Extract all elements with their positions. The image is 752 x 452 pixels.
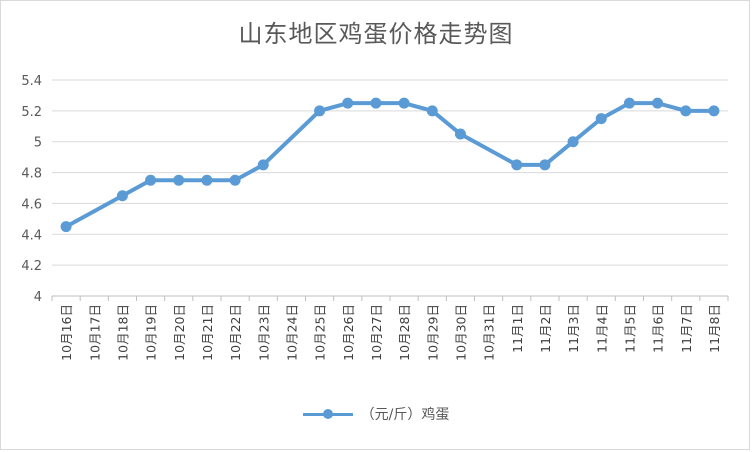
data-point[interactable] (680, 105, 692, 117)
y-tick-label: 5.2 (21, 105, 42, 120)
data-point[interactable] (708, 105, 720, 117)
y-tick-label: 4.2 (21, 259, 42, 274)
x-tick-label: 10月30日 (453, 304, 468, 361)
y-tick-label: 5.4 (21, 74, 42, 89)
data-point[interactable] (201, 174, 213, 186)
x-tick-label: 10月26日 (341, 304, 356, 361)
x-tick-label: 10月31日 (482, 304, 497, 361)
x-tick-label: 11月3日 (566, 304, 581, 353)
data-point[interactable] (60, 221, 72, 233)
data-point[interactable] (595, 113, 607, 125)
data-point[interactable] (116, 190, 128, 202)
data-point[interactable] (257, 159, 269, 171)
x-tick-label: 11月5日 (622, 304, 637, 353)
x-tick-label: 10月28日 (397, 304, 412, 361)
y-tick-label: 4.6 (21, 197, 42, 212)
data-point[interactable] (539, 159, 551, 171)
x-tick-label: 11月7日 (679, 304, 694, 353)
x-tick-label: 10月21日 (200, 304, 215, 361)
x-tick-label: 10月29日 (425, 304, 440, 361)
x-tick-label: 10月27日 (369, 304, 384, 361)
y-tick-label: 4.8 (21, 167, 42, 182)
data-point[interactable] (173, 174, 185, 186)
x-tick-label: 10月24日 (284, 304, 299, 361)
x-tick-label: 10月23日 (256, 304, 271, 361)
data-point[interactable] (342, 97, 354, 109)
series-line (64, 101, 716, 229)
legend-marker-icon (302, 407, 353, 421)
x-tick-label: 10月20日 (172, 304, 187, 361)
y-tick-label: 5 (34, 136, 42, 151)
data-point[interactable] (398, 97, 410, 109)
legend[interactable]: （元/斤）鸡蛋 (0, 404, 752, 424)
data-point[interactable] (454, 128, 466, 140)
data-point[interactable] (567, 136, 579, 148)
data-point[interactable] (229, 174, 241, 186)
x-tick-label: 11月8日 (707, 304, 722, 353)
data-point[interactable] (511, 159, 523, 171)
data-point[interactable] (652, 97, 664, 109)
x-tick-label: 11月4日 (594, 304, 609, 353)
data-point[interactable] (623, 97, 635, 109)
y-tick-label: 4 (34, 290, 42, 305)
x-tick-label: 10月25日 (313, 304, 328, 361)
data-point[interactable] (145, 174, 157, 186)
chart-title: 山东地区鸡蛋价格走势图 (238, 20, 514, 48)
data-point[interactable] (426, 105, 438, 117)
x-tick-label: 10月18日 (115, 304, 130, 361)
x-tick-label: 10月19日 (144, 304, 159, 361)
x-tick-label: 11月6日 (651, 304, 666, 353)
x-tick-label: 10月22日 (228, 304, 243, 361)
data-point[interactable] (314, 105, 326, 117)
legend-label: （元/斤）鸡蛋 (360, 407, 450, 423)
y-tick-label: 4.4 (21, 228, 42, 243)
x-tick-label: 11月2日 (538, 304, 553, 353)
x-tick-label: 10月17日 (87, 304, 102, 361)
data-point[interactable] (370, 97, 382, 109)
x-tick-label: 10月16日 (59, 304, 74, 361)
x-tick-label: 11月1日 (510, 304, 525, 353)
